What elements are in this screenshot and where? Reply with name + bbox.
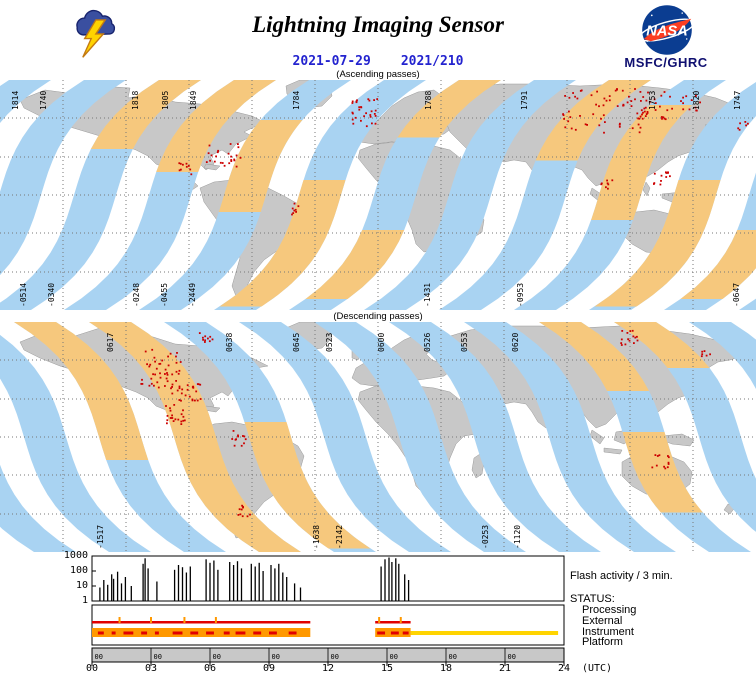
svg-text:-0647: -0647 <box>732 283 741 307</box>
x-tick-00: 00 <box>85 663 99 674</box>
y-tick-1: 1 <box>81 595 88 606</box>
svg-text:1753: 1753 <box>648 91 657 110</box>
status-label: STATUS: <box>570 593 615 605</box>
x-tick-18: 18 <box>439 663 453 674</box>
y-tick-100: 100 <box>69 565 88 576</box>
status-row-processing: Processing <box>582 604 637 616</box>
svg-text:0645: 0645 <box>292 333 301 352</box>
x-tick-12: 12 <box>321 663 335 674</box>
svg-text:-2449: -2449 <box>188 283 197 307</box>
x-tick-21: 21 <box>498 663 512 674</box>
svg-text:-0455: -0455 <box>160 283 169 307</box>
svg-text:-1431: -1431 <box>423 283 432 307</box>
nasa-logo: NASA <box>636 4 698 55</box>
svg-text:1788: 1788 <box>424 91 433 110</box>
svg-text:-2142: -2142 <box>335 525 344 549</box>
svg-text:00: 00 <box>272 653 280 661</box>
svg-text:1849: 1849 <box>189 91 198 110</box>
x-tick-06: 06 <box>203 663 217 674</box>
x-tick-03: 03 <box>144 663 158 674</box>
date-row: 2021-07-29 2021/210 <box>0 54 756 69</box>
status-row-instrument: Instrument <box>582 626 634 638</box>
svg-text:00: 00 <box>331 653 339 661</box>
status-row-external: External <box>582 615 623 627</box>
agency-label: MSFC/GHRC <box>624 55 708 70</box>
flash-activity-label: Flash activity / 3 min. <box>570 570 673 582</box>
svg-text:1740: 1740 <box>39 91 48 110</box>
storm-cloud-graphic <box>76 9 116 58</box>
svg-text:0617: 0617 <box>106 333 115 352</box>
descending-passes-caption: (Descending passes) <box>333 311 423 322</box>
svg-text:1784: 1784 <box>292 91 301 110</box>
svg-text:1814: 1814 <box>11 91 20 110</box>
svg-text:0620: 0620 <box>511 333 520 352</box>
ascending-passes-caption: (Ascending passes) <box>336 69 420 80</box>
x-tick-24: 24 <box>557 663 571 674</box>
svg-text:-0340: -0340 <box>47 283 56 307</box>
storm-cloud-icon <box>66 4 122 62</box>
day-of-year-label: 2021/210 <box>400 54 464 69</box>
ascending-passes-map: 1814 1740 1818 1805 1849 1784 1788 1791 1753 1820… <box>0 80 756 310</box>
svg-text:1791: 1791 <box>520 91 529 110</box>
x-axis-unit: (UTC) <box>581 663 613 674</box>
svg-text:00: 00 <box>449 653 457 661</box>
svg-text:-0248: -0248 <box>132 283 141 307</box>
svg-text:0523: 0523 <box>325 333 334 352</box>
status-row-platform: Platform <box>582 636 623 648</box>
svg-text:00: 00 <box>213 653 221 661</box>
svg-text:1820: 1820 <box>692 91 701 110</box>
svg-text:-0953: -0953 <box>516 283 525 307</box>
nasa-logo-text: NASA <box>646 24 687 40</box>
svg-text:0600: 0600 <box>377 333 386 352</box>
descending-passes-map: 0617 0638 0645 0523 0600 0526 0553 0620 -1517 -16… <box>0 322 756 552</box>
svg-text:-1120: -1120 <box>513 525 522 549</box>
y-tick-10: 10 <box>75 580 88 591</box>
svg-text:-1517: -1517 <box>96 525 105 549</box>
y-tick-1000: 1000 <box>63 550 88 561</box>
svg-text:1818: 1818 <box>131 91 140 110</box>
svg-text:-1638: -1638 <box>312 525 321 549</box>
flash-activity-status-chart: 00 00 00 00 00 00 00 00 <box>91 555 565 666</box>
page-title: Lightning Imaging Sensor <box>252 12 504 37</box>
svg-text:00: 00 <box>154 653 162 661</box>
svg-text:0638: 0638 <box>225 333 234 352</box>
svg-text:00: 00 <box>95 653 103 661</box>
svg-text:00: 00 <box>508 653 516 661</box>
svg-text:1747: 1747 <box>733 91 742 110</box>
x-tick-15: 15 <box>380 663 394 674</box>
svg-text:00: 00 <box>390 653 398 661</box>
svg-text:0553: 0553 <box>460 333 469 352</box>
svg-text:0526: 0526 <box>423 333 432 352</box>
date-label: 2021-07-29 <box>292 54 371 69</box>
x-tick-09: 09 <box>262 663 276 674</box>
svg-text:-0253: -0253 <box>481 525 490 549</box>
nasa-meatball-graphic: NASA <box>639 5 695 55</box>
svg-text:1805: 1805 <box>161 91 170 110</box>
svg-text:-0514: -0514 <box>19 283 28 307</box>
